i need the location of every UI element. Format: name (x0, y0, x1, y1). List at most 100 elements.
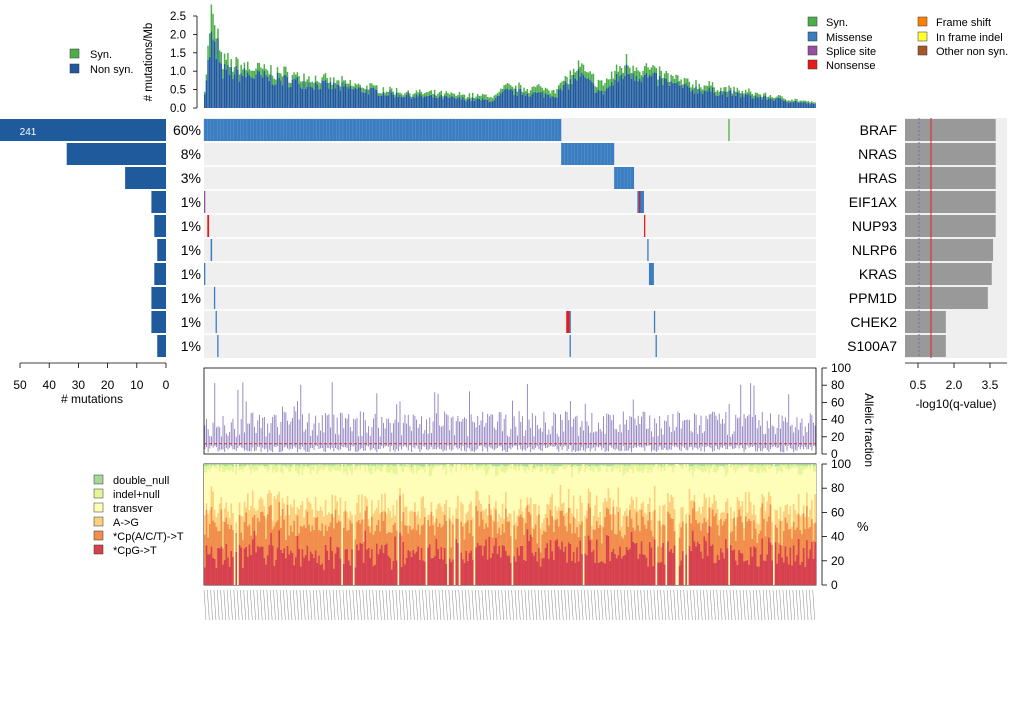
spectrum-segment (528, 464, 530, 470)
spectrum-segment (326, 464, 328, 465)
spectrum-segment (493, 522, 495, 546)
spectrum-segment (770, 469, 772, 496)
rate-bar-nonsyn (735, 96, 736, 108)
rate-bar-nonsyn (234, 74, 235, 108)
spectrum-segment (488, 464, 490, 469)
spectrum-segment (485, 539, 487, 585)
spectrum-segment (636, 543, 638, 585)
spectrum-segment (699, 470, 701, 507)
spectrum-segment (603, 464, 605, 466)
rate-bar-syn (790, 101, 791, 103)
spectrum-segment (457, 519, 459, 543)
rate-bar-nonsyn (704, 91, 705, 108)
spectrum-segment (282, 553, 284, 585)
spectrum-segment (482, 464, 484, 465)
spectrum-segment (273, 464, 275, 465)
sample-name-stroke (267, 590, 269, 620)
spectrum-segment (679, 465, 681, 523)
spectrum-segment (505, 464, 507, 466)
sample-name-stroke (244, 590, 246, 620)
spectrum-segment (718, 464, 720, 465)
spectrum-segment (373, 465, 375, 466)
spectrum-segment (313, 517, 315, 530)
spectrum-segment (355, 466, 357, 471)
sample-name-stroke (416, 590, 418, 620)
spectrum-segment (503, 466, 505, 474)
spectrum-segment (513, 469, 515, 510)
spectrum-segment (497, 466, 499, 475)
spectrum-segment (209, 524, 211, 554)
spectrum-segment (558, 546, 560, 585)
spectrum-segment (316, 464, 318, 465)
rate-bar-nonsyn (525, 96, 526, 108)
spectrum-segment (707, 465, 709, 468)
spectrum-segment (710, 464, 712, 466)
spectrum-segment (553, 532, 555, 560)
spectrum-segment (667, 493, 669, 512)
spectrum-segment (680, 527, 682, 560)
spectrum-segment (245, 507, 247, 512)
spectrum-segment (785, 517, 787, 546)
sample-name-stroke (393, 590, 395, 620)
spectrum-segment (702, 558, 704, 585)
spectrum-segment (404, 525, 406, 564)
spectrum-segment (401, 464, 403, 466)
spectrum-segment (330, 537, 332, 585)
spectrum-segment (363, 519, 365, 542)
spectrum-segment (758, 534, 760, 567)
spectrum-segment (614, 515, 616, 534)
spectrum-segment (783, 464, 785, 465)
spectrum-segment (669, 514, 671, 552)
rate-bar-nonsyn (345, 84, 346, 108)
spectrum-segment (396, 465, 398, 474)
spectrum-segment (338, 471, 340, 515)
rate-bar-nonsyn (328, 89, 329, 108)
rate-bar-syn (465, 98, 466, 101)
spectrum-segment (242, 540, 244, 568)
spectrum-segment (705, 472, 707, 498)
spectrum-segment (244, 502, 246, 522)
spectrum-segment (616, 507, 618, 535)
spectrum-segment (801, 465, 803, 474)
rate-bar-nonsyn (308, 83, 309, 108)
rate-bar-nonsyn (490, 101, 491, 108)
spectrum-segment (689, 473, 691, 489)
spectrum-segment (273, 496, 275, 526)
sample-name-stroke (485, 590, 487, 620)
spectrum-segment (290, 467, 292, 472)
rate-bar-nonsyn (614, 80, 615, 108)
frequency-label: 1% (181, 266, 201, 282)
spectrum-segment (441, 527, 443, 547)
rate-bar-syn (669, 82, 670, 86)
rate-bar-nonsyn (242, 76, 243, 108)
spectrum-segment (427, 467, 429, 514)
spectrum-segment (761, 538, 763, 585)
sample-name-stroke (495, 590, 497, 620)
spectrum-segment (288, 465, 290, 472)
spectrum-segment (814, 542, 816, 585)
rate-bar-syn (290, 83, 291, 87)
spectrum-segment (316, 563, 318, 585)
spectrum-segment (252, 469, 254, 490)
gene-count-bar (125, 167, 166, 189)
spectrum-segment (533, 467, 535, 469)
rate-bar-syn (517, 92, 518, 96)
rate-bar-syn (781, 96, 782, 99)
spectrum-segment (584, 516, 586, 536)
spectrum-segment (326, 531, 328, 551)
spectrum-segment (523, 518, 525, 535)
rate-bar-syn (611, 72, 612, 82)
spectrum-segment (770, 465, 772, 469)
sample-name-stroke (730, 590, 732, 620)
sample-name-stroke (277, 590, 279, 620)
rate-bar-syn (229, 67, 230, 75)
spectrum-segment (548, 464, 550, 465)
qvalue-bar (905, 263, 992, 285)
spectrum-segment (426, 464, 428, 585)
sample-name-stroke (376, 590, 378, 620)
rate-bar-nonsyn (267, 77, 268, 108)
spectrum-segment (320, 565, 322, 585)
rate-bar-nonsyn (677, 82, 678, 108)
